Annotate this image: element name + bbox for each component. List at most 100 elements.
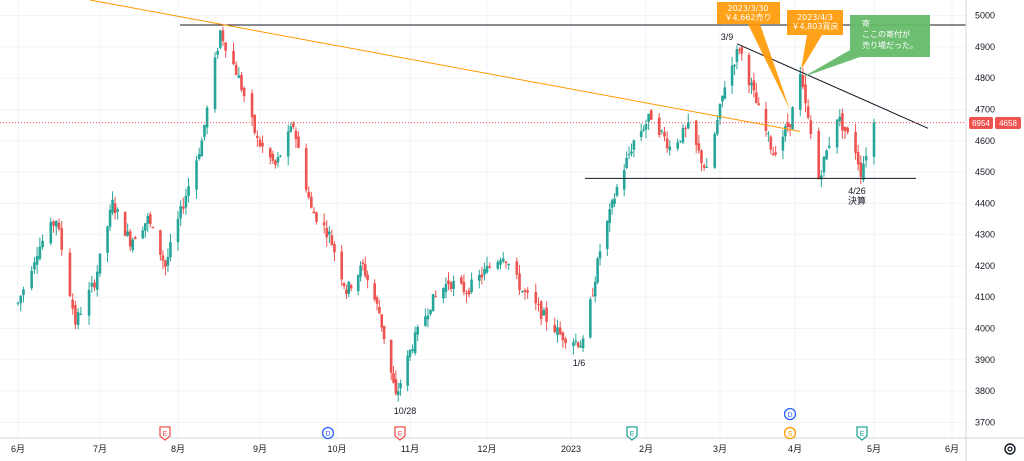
candle-body [757, 103, 761, 106]
candle-body [572, 342, 575, 347]
candle-body [613, 198, 616, 204]
candle-body [378, 306, 381, 314]
y-tick-label: 3900 [975, 355, 995, 365]
candle-body [123, 212, 127, 236]
candle-body [250, 93, 254, 118]
candle-body [356, 275, 360, 292]
event-markers[interactable]: E D E E D S E [159, 407, 868, 441]
candle-body [730, 65, 734, 86]
candle-body [788, 124, 792, 128]
candle-body [219, 30, 222, 48]
last-price-badge-text: 4658 [999, 119, 1017, 128]
candle-body [846, 127, 849, 133]
callout-sell: 2023/3/30 ￥4,662売り [717, 2, 790, 110]
candle-body [480, 274, 484, 278]
candle-body [605, 221, 609, 250]
candle-body [542, 309, 546, 316]
candle-body [598, 251, 602, 259]
candle-body [615, 186, 619, 196]
candle-body [49, 221, 53, 244]
candle-body [576, 342, 580, 347]
candle-body [740, 47, 744, 54]
y-tick-label: 4300 [975, 230, 995, 240]
candle-body [574, 340, 578, 342]
candle-body [161, 255, 165, 261]
symbol-badge-text: 6954 [972, 119, 990, 128]
candle-body [234, 64, 238, 75]
candle-body [700, 150, 703, 164]
candle-body [333, 244, 336, 253]
candle-body [488, 266, 492, 268]
event-marker-dividend[interactable]: D [783, 407, 797, 421]
candle-body [754, 92, 758, 104]
candle-body [838, 116, 842, 122]
candle-body [593, 281, 597, 297]
candle-body [340, 251, 344, 280]
callout-note: 寄 ここの寄付が 売り場だった。 [803, 15, 930, 77]
candle-body [325, 227, 329, 238]
candle-body [647, 113, 650, 123]
candle-body [556, 327, 559, 336]
gear-icon[interactable] [1004, 443, 1016, 455]
candle-body [116, 209, 119, 212]
candle-body [294, 130, 298, 140]
candle-body [279, 155, 282, 157]
candle-body [68, 252, 72, 297]
candle-body [591, 295, 595, 297]
svg-text:D: D [325, 431, 330, 438]
event-marker-earnings_green[interactable]: E [626, 426, 638, 441]
svg-text:E: E [163, 431, 168, 438]
callout-sell-date: 2023/3/30 [727, 4, 768, 13]
event-marker-earnings_green[interactable]: E [856, 426, 868, 441]
candle-body [113, 203, 117, 214]
candle-body [786, 122, 790, 127]
candle-body [359, 265, 362, 277]
candle-body [41, 240, 44, 248]
candle-body [292, 123, 295, 128]
y-tick-label: 4400 [975, 198, 995, 208]
candle-body [416, 326, 419, 335]
candle-body [841, 113, 844, 131]
candle-body [310, 196, 313, 208]
y-tick-label: 4800 [975, 73, 995, 83]
candle-body [179, 206, 182, 219]
y-tick-label: 4500 [975, 167, 995, 177]
candle-body [856, 152, 860, 165]
candle-body [399, 383, 402, 389]
y-tick-label: 4100 [975, 292, 995, 302]
candle-body [363, 264, 367, 276]
candle-body [57, 222, 61, 229]
candle-body [271, 153, 275, 161]
candle-body [286, 131, 290, 157]
event-marker-dividend[interactable]: D [321, 426, 335, 440]
candle-body [781, 136, 785, 151]
candle-body [721, 95, 724, 102]
candle-body [200, 140, 204, 157]
candle-body [499, 260, 502, 265]
candle-body [111, 199, 114, 213]
candle-body [184, 195, 188, 208]
candle-body [22, 289, 25, 296]
event-marker-split[interactable]: S [783, 426, 797, 440]
candle-body [169, 242, 172, 258]
event-marker-earnings[interactable]: E [394, 426, 406, 441]
candle-body [434, 296, 437, 298]
candle-body [610, 200, 614, 208]
candle-body [859, 162, 863, 177]
candle-body [827, 145, 831, 148]
candle-body [373, 283, 376, 300]
candle-body [38, 246, 42, 259]
candle-body [197, 154, 201, 160]
candle-body [523, 290, 527, 293]
candle-body [146, 216, 150, 224]
event-marker-earnings[interactable]: E [159, 426, 171, 441]
candle-body [108, 209, 112, 227]
candle-body [166, 257, 170, 266]
candle-body [804, 84, 807, 104]
candle-body [718, 104, 722, 119]
x-tick-label: 6月 [11, 444, 25, 454]
candle-body [791, 107, 794, 130]
candle-body [256, 135, 259, 138]
candle-body [297, 136, 300, 148]
